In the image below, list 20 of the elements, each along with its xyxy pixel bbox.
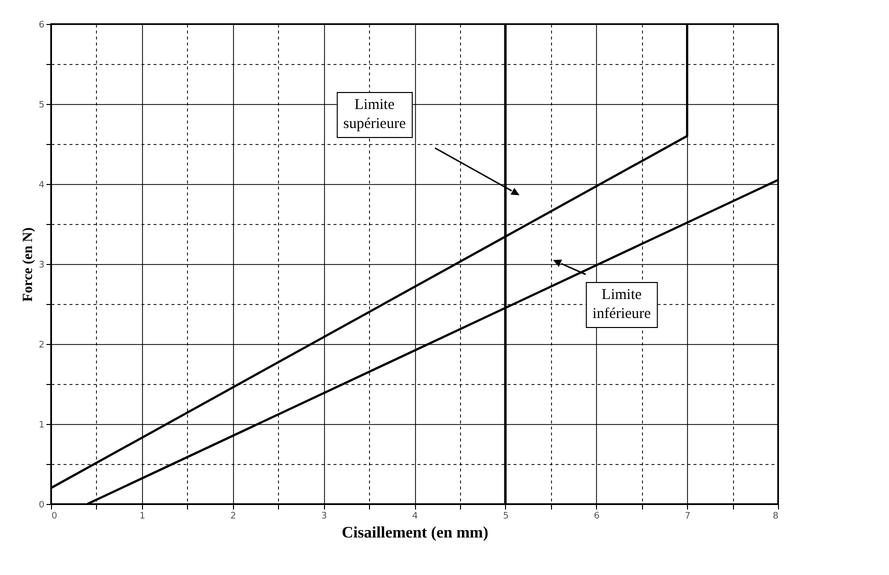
x-tick-label: 3	[321, 512, 327, 522]
x-tick-label: 4	[412, 512, 418, 522]
x-tick-label: 8	[772, 512, 779, 522]
x-tick-label: 7	[684, 512, 690, 522]
x-tick-label: 0	[52, 512, 58, 522]
y-tick-label: 1	[38, 420, 44, 430]
annotation: Limite supérieure	[336, 92, 413, 138]
y-tick-label: 2	[38, 340, 44, 350]
y-tick-label: 4	[38, 180, 45, 190]
x-axis-title: Cisaillement (en mm)	[342, 524, 488, 542]
y-tick-label: 0	[38, 500, 45, 510]
annotation: Limite inférieure	[586, 282, 658, 328]
y-tick-label: 5	[38, 100, 44, 110]
y-tick-label: 6	[38, 20, 45, 30]
x-tick-label: 1	[140, 512, 146, 522]
x-tick-label: 2	[230, 512, 236, 522]
y-tick-label: 3	[38, 260, 44, 270]
x-tick-label: 5	[503, 512, 509, 522]
x-tick-label: 6	[594, 512, 600, 522]
y-axis-title: Force (en N)	[20, 226, 36, 302]
